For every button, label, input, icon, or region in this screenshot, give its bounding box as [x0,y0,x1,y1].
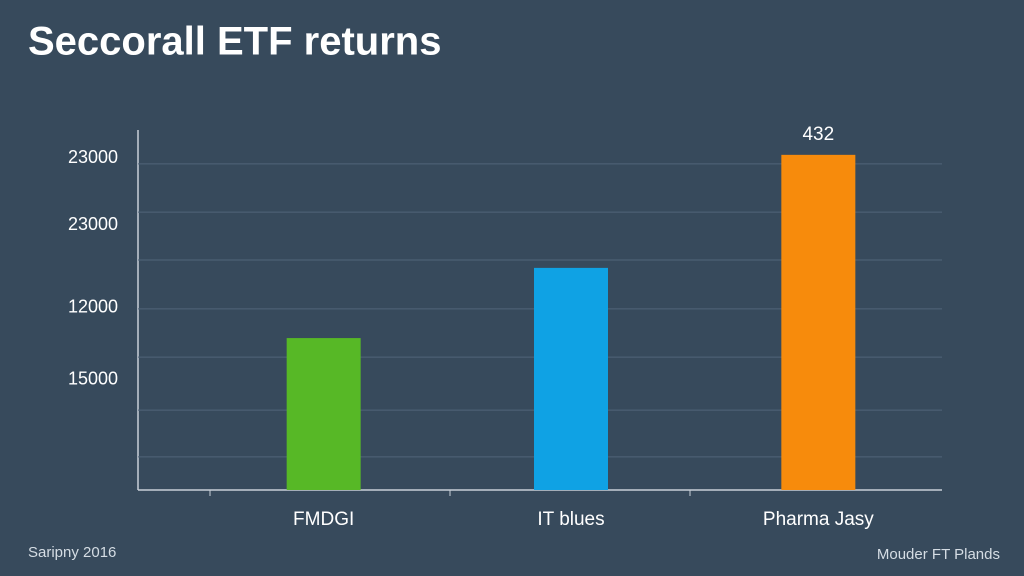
y-tick-label: 23000 [68,147,118,167]
data-label: 432 [802,124,834,145]
y-tick-label: 23000 [68,214,118,234]
source-note: Saripny 2016 [28,544,116,561]
y-tick-label: 15000 [68,369,118,389]
x-tick-label: IT blues [537,509,604,530]
credit-note: Mouder FT Plands [877,546,1000,563]
y-tick-label: 12000 [68,297,118,317]
x-tick-label: Pharma Jasy [763,509,874,530]
bar [781,154,856,490]
bar [534,267,608,490]
x-tick-label: FMDGI [293,509,354,530]
bar [286,338,361,490]
chart-title: Seccorall ETF returns [28,20,441,64]
